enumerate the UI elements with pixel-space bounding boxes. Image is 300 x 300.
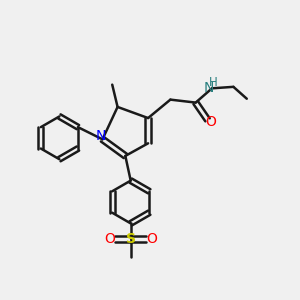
Text: O: O — [104, 232, 115, 246]
Text: S: S — [126, 232, 136, 246]
Text: H: H — [209, 76, 218, 89]
Text: O: O — [205, 115, 216, 129]
Text: O: O — [146, 232, 157, 246]
Text: N: N — [204, 81, 214, 95]
Text: N: N — [96, 129, 106, 143]
